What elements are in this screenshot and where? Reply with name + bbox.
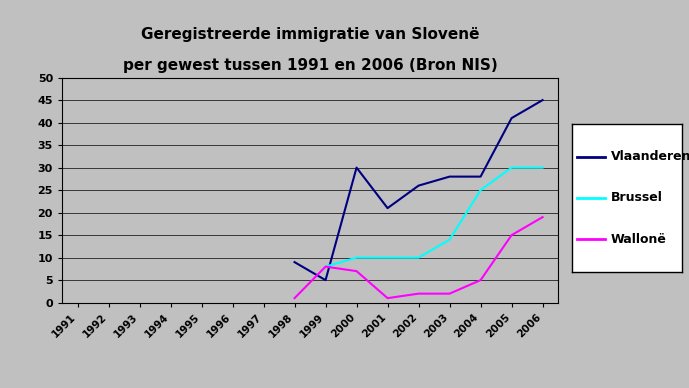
Text: Vlaanderen: Vlaanderen — [610, 150, 689, 163]
Text: Brussel: Brussel — [610, 191, 662, 204]
Text: per gewest tussen 1991 en 2006 (Bron NIS): per gewest tussen 1991 en 2006 (Bron NIS… — [123, 58, 497, 73]
Text: Geregistreerde immigratie van Slovenë: Geregistreerde immigratie van Slovenë — [141, 27, 480, 42]
Text: Wallonë: Wallonë — [610, 233, 666, 246]
